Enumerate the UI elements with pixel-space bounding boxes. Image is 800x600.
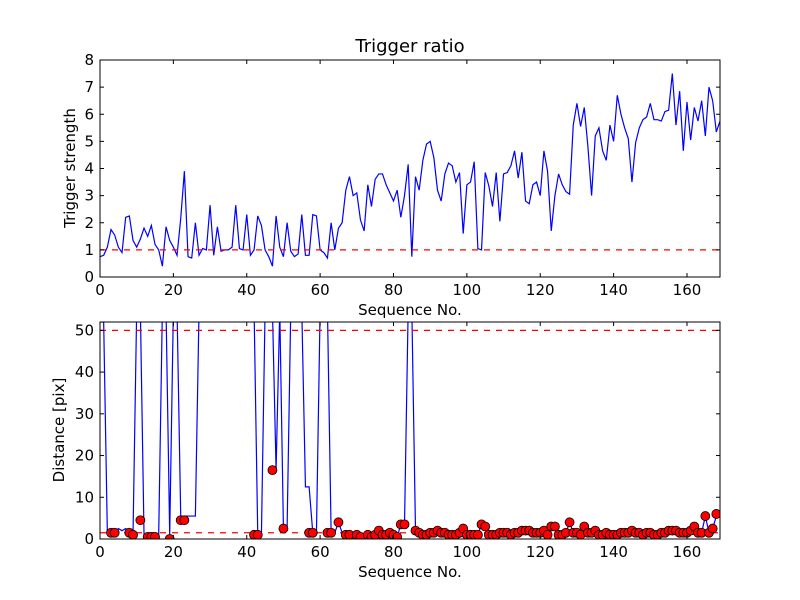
bottom-xtick-label: 100 [453,543,482,561]
bottom-xtick-label: 60 [311,543,330,561]
top-ytick-label: 3 [84,187,94,205]
top-ytick-label: 2 [84,214,94,232]
bottom-marker-point [700,511,711,521]
top-ytick-label: 7 [84,78,94,96]
bottom-xtick-label: 20 [164,543,183,561]
bottom-marker-point [480,521,491,532]
bottom-marker-point [542,529,553,539]
bottom-marker-point [550,521,560,532]
bottom-marker-point [164,534,175,539]
bottom-chart-ylabel: Distance [pix] [50,378,68,483]
bottom-xtick-label: 140 [599,543,628,561]
top-chart-frame [99,59,721,278]
bottom-marker-point [267,465,278,476]
top-xtick-label: 160 [673,281,702,299]
bottom-marker-point [392,532,403,539]
top-xtick-label: 0 [95,281,105,299]
bottom-marker-point [135,515,146,526]
top-chart-xlabel: Sequence No. [358,301,462,319]
bottom-ytick-label: 30 [75,405,94,423]
bottom-series-layer [100,322,720,539]
top-ytick-label: 1 [84,241,94,259]
bottom-xtick-label: 0 [95,543,105,561]
top-ticks-layer: 0 20 40 60 80 100 120 140 160 0 1 2 3 4 5 6 7 8 [84,51,720,299]
bottom-ytick-label: 20 [75,447,94,465]
bottom-xtick-label: 80 [384,543,403,561]
bottom-marker-point [711,509,720,519]
bottom-xtick-label: 120 [526,543,555,561]
bottom-chart-frame [99,321,721,540]
bottom-marker-point [399,519,410,530]
bottom-ticks-layer: 0 20 40 60 80 100 120 140 160 0 10 20 30 40 50 [75,321,720,561]
bottom-ytick-label: 40 [75,363,94,381]
top-ytick-label: 6 [84,105,94,123]
bottom-marker-point [707,523,718,534]
top-chart: Trigger ratio 0 20 40 60 80 100 120 140 160 0 1 2 3 4… [61,36,721,319]
top-ytick-label: 5 [84,132,94,150]
bottom-chart: 0 20 40 60 80 100 120 140 160 0 10 20 30 40 50 Sequenc… [50,321,721,581]
bottom-marker-point [564,517,575,528]
top-series-line [100,73,720,267]
top-xtick-label: 20 [164,281,183,299]
bottom-chart-xlabel: Sequence No. [358,563,462,581]
top-ytick-label: 8 [84,51,94,69]
top-xtick-label: 60 [311,281,330,299]
bottom-ytick-label: 50 [75,321,94,339]
top-chart-title: Trigger ratio [354,36,464,57]
top-xtick-label: 120 [526,281,555,299]
bottom-marker-point [278,523,289,534]
top-ytick-label: 4 [84,160,94,178]
bottom-marker-point [179,515,190,526]
top-chart-ylabel: Trigger strength [61,108,79,229]
bottom-xtick-label: 160 [673,543,702,561]
bottom-marker-point [252,529,263,539]
top-xtick-label: 140 [599,281,628,299]
top-series-layer [100,73,720,267]
bottom-marker-point [128,529,138,539]
bottom-xtick-label: 40 [237,543,256,561]
top-xtick-label: 40 [237,281,256,299]
bottom-ytick-label: 0 [84,530,94,548]
bottom-marker-point [307,527,318,538]
top-ytick-label: 0 [84,268,94,286]
bottom-marker-point [333,517,344,528]
bottom-ytick-label: 10 [75,488,94,506]
bottom-marker-point [109,527,120,538]
bottom-marker-point [326,527,337,538]
top-xtick-label: 100 [453,281,482,299]
top-xtick-label: 80 [384,281,403,299]
bottom-marker-point [472,529,483,539]
bottom-marker-point [150,532,160,539]
